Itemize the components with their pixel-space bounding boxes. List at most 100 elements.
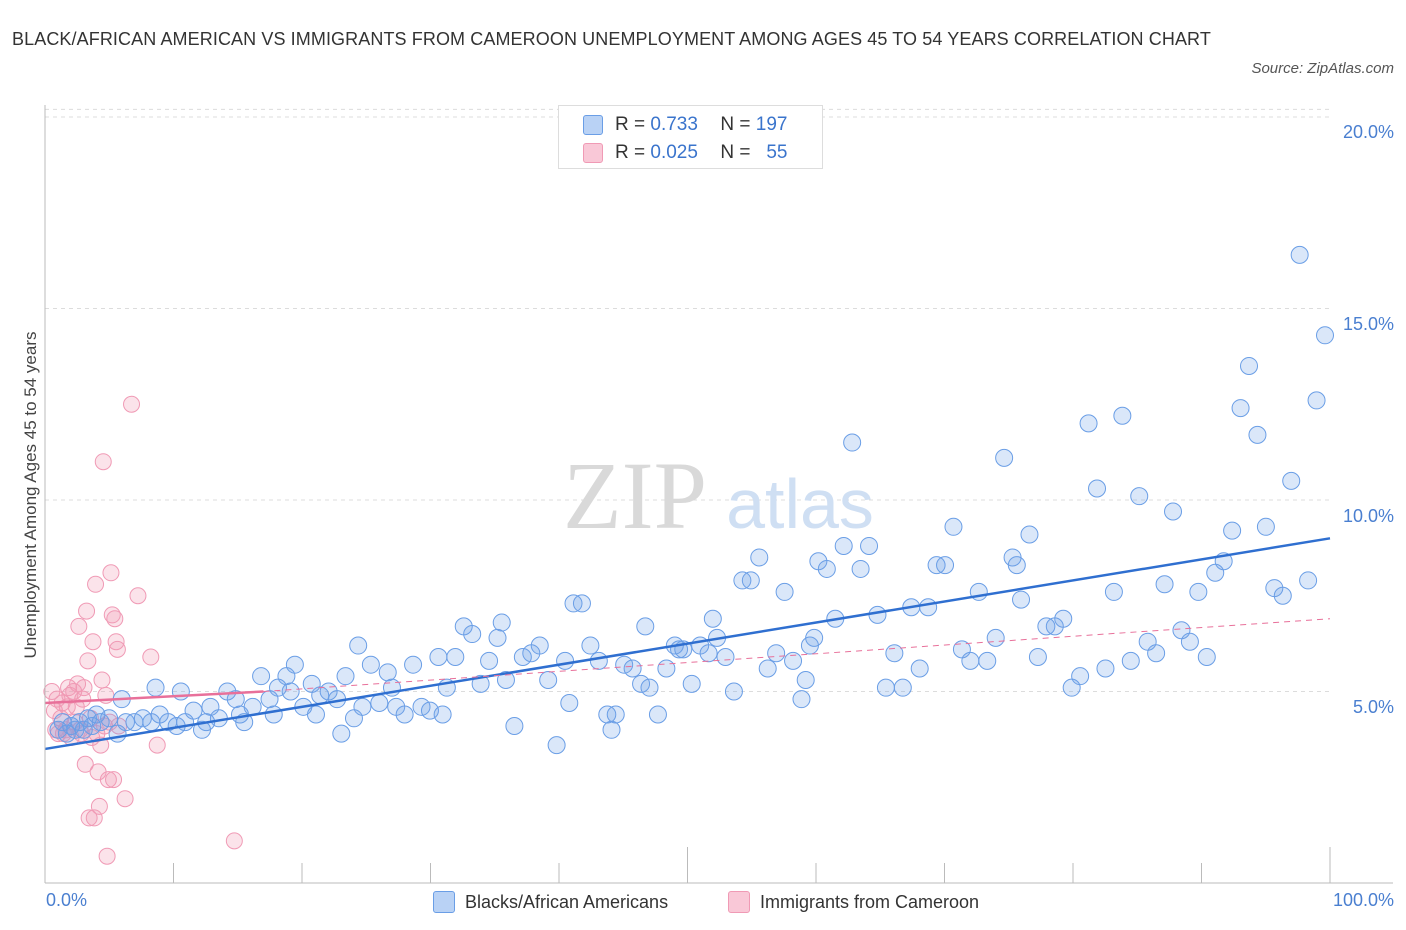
pink-point xyxy=(79,652,97,670)
blue-point xyxy=(378,663,397,682)
blue-point xyxy=(412,697,431,716)
blue-point xyxy=(146,678,165,697)
blue-point xyxy=(285,655,304,674)
blue-point xyxy=(851,559,870,578)
blue-point xyxy=(817,559,836,578)
watermark-atlas: atlas xyxy=(726,465,874,543)
blue-point xyxy=(1096,659,1115,678)
pink-point xyxy=(142,648,160,666)
blue-point xyxy=(910,659,929,678)
blue-point xyxy=(893,678,912,697)
blue-point xyxy=(306,705,325,724)
blue-point xyxy=(83,716,102,735)
blue-point xyxy=(513,648,532,667)
blue-point xyxy=(429,648,448,667)
blue-point xyxy=(767,644,786,663)
blue-point xyxy=(1020,525,1039,544)
pink-point xyxy=(84,633,102,651)
pink-point xyxy=(123,395,141,413)
blue-point xyxy=(602,720,621,739)
blue-point xyxy=(480,651,499,670)
blue-point xyxy=(843,433,862,452)
source-label: Source: ZipAtlas.com xyxy=(1251,60,1394,77)
blue-point xyxy=(547,736,566,755)
pink-point xyxy=(76,755,94,773)
blue-point xyxy=(919,598,938,617)
pink-point xyxy=(105,771,123,789)
blue-point xyxy=(1155,575,1174,594)
blue-point xyxy=(581,636,600,655)
blue-point xyxy=(589,651,608,670)
axes xyxy=(44,105,1393,884)
blue-point xyxy=(492,613,511,632)
blue-point xyxy=(1273,586,1292,605)
y-tick-label-15: 15.0% xyxy=(1342,314,1394,334)
blue-point xyxy=(648,705,667,724)
blue-point xyxy=(792,690,811,709)
blue-point xyxy=(496,671,515,690)
blue-point xyxy=(1054,609,1073,628)
blue-point xyxy=(1071,667,1090,686)
y-tick-label-5: 5.0% xyxy=(1352,697,1394,717)
pink-trend-dashed xyxy=(263,618,1331,692)
blue-point xyxy=(805,628,824,647)
blue-series xyxy=(49,245,1334,755)
pink-point xyxy=(98,847,116,865)
pink-point xyxy=(225,832,243,850)
blue-point xyxy=(775,582,794,601)
blue-point xyxy=(471,674,490,693)
blue-point xyxy=(74,720,93,739)
bottom-legend-swatch-blue xyxy=(433,891,455,913)
x-tick-label-0: 0.0% xyxy=(46,890,88,910)
blue-point xyxy=(530,636,549,655)
blue-point xyxy=(463,625,482,644)
legend-r-label: R = xyxy=(615,114,646,135)
chart-title: BLACK/AFRICAN AMERICAN VS IMMIGRANTS FRO… xyxy=(12,29,1211,49)
blue-point xyxy=(615,655,634,674)
blue-point xyxy=(370,693,389,712)
blue-point xyxy=(1079,414,1098,433)
blue-point xyxy=(488,628,507,647)
trend-lines xyxy=(44,537,1331,751)
blue-point xyxy=(741,571,760,590)
blue-point xyxy=(171,682,190,701)
blue-point xyxy=(349,636,368,655)
blue-point xyxy=(1164,502,1183,521)
blue-point xyxy=(682,674,701,693)
blue-point xyxy=(133,709,152,728)
legend-r-label: R = xyxy=(615,142,646,163)
blue-point xyxy=(560,693,579,712)
blue-point xyxy=(1290,245,1309,264)
blue-point xyxy=(796,671,815,690)
grid-lines xyxy=(45,108,1330,692)
blue-point xyxy=(758,659,777,678)
legend-swatch-blue xyxy=(583,115,603,135)
blue-point xyxy=(632,674,651,693)
pink-point xyxy=(75,679,93,697)
blue-point xyxy=(1028,648,1047,667)
blue-point xyxy=(1248,425,1267,444)
blue-point xyxy=(868,605,887,624)
legend-n-label: N = xyxy=(720,142,751,163)
blue-trend-line xyxy=(44,537,1331,751)
blue-point xyxy=(1012,590,1031,609)
legend-row-pink: R = 0.025 N = 55 xyxy=(583,141,787,165)
blue-point xyxy=(784,651,803,670)
blue-point xyxy=(539,671,558,690)
blue-point xyxy=(1007,556,1026,575)
legend-swatch-pink xyxy=(583,143,603,163)
x-tick-label-100: 100.0% xyxy=(1332,890,1394,910)
pink-point xyxy=(129,587,147,605)
blue-point xyxy=(1130,487,1149,506)
blue-point xyxy=(750,548,769,567)
pink-point xyxy=(108,640,126,658)
stats-legend: R = 0.733 N = 197 R = 0.025 N = 55 xyxy=(558,105,823,169)
blue-point xyxy=(1189,582,1208,601)
blue-point xyxy=(606,705,625,724)
blue-point xyxy=(885,644,904,663)
blue-point xyxy=(623,659,642,678)
blue-point xyxy=(860,536,879,555)
pink-point xyxy=(102,564,120,582)
blue-point xyxy=(636,617,655,636)
